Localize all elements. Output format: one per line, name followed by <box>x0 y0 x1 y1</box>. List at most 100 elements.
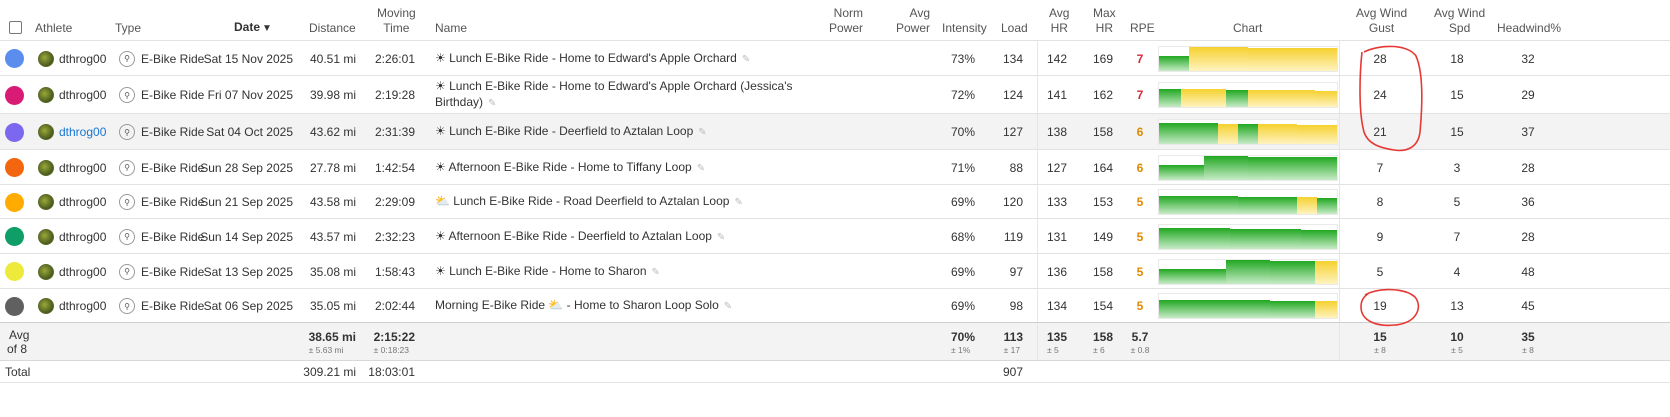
table-row[interactable]: dthrog00 ⚲ E-Bike Ride Sun 28 Sep 2025 27.78… <box>0 149 1670 185</box>
bike-icon: ⚲ <box>119 124 135 140</box>
weather-icon: ☀ <box>435 159 449 174</box>
activity-rpe: 6 <box>1136 160 1144 175</box>
athlete-cell[interactable]: dthrog00 <box>38 114 106 150</box>
athlete-cell[interactable]: dthrog00 <box>38 254 106 289</box>
athlete-name[interactable]: dthrog00 <box>59 88 107 102</box>
edit-pencil-icon[interactable]: ✎ <box>734 197 743 208</box>
header-type[interactable]: Type <box>115 21 142 35</box>
activity-chart[interactable] <box>1158 46 1338 72</box>
activity-chart[interactable] <box>1158 293 1338 319</box>
column-divider <box>1037 254 1038 289</box>
athlete-name[interactable]: dthrog00 <box>59 51 107 66</box>
activity-name-cell[interactable]: Morning E-Bike Ride ⛅ - Home to Sharon L… <box>435 289 795 323</box>
table-row[interactable]: dthrog00 ⚲ E-Bike Ride Fri 07 Nov 2025 39.98… <box>0 75 1670 114</box>
table-row[interactable]: dthrog00 ⚲ E-Bike Ride Sun 14 Sep 2025 43.57… <box>0 218 1670 254</box>
activity-name-cell[interactable]: ☀ Afternoon E-Bike Ride - Deerfield to A… <box>435 219 795 254</box>
header-chart[interactable]: Chart <box>1233 21 1263 35</box>
header-rpe[interactable]: RPE <box>1130 21 1155 35</box>
activity-name[interactable]: ☀ Afternoon E-Bike Ride - Deerfield to A… <box>435 228 725 246</box>
header-avg-wind-gust[interactable]: Avg Wind Gust <box>1356 6 1408 35</box>
table-row[interactable]: dthrog00 ⚲ E-Bike Ride Sat 13 Sep 2025 35.08… <box>0 253 1670 289</box>
activity-name-cell[interactable]: ☀ Lunch E-Bike Ride - Home to Edward's A… <box>435 41 795 76</box>
chart-segment <box>1159 299 1182 318</box>
activity-name[interactable]: ☀ Lunch E-Bike Ride - Deerfield to Aztal… <box>435 123 707 141</box>
avatar <box>38 124 54 140</box>
activity-chart[interactable] <box>1158 119 1338 145</box>
chart-segment <box>1218 123 1239 144</box>
activity-chart[interactable] <box>1158 155 1338 181</box>
activity-name-cell[interactable]: ☀ Lunch E-Bike Ride - Home to Edward's A… <box>435 76 795 114</box>
athlete-name[interactable]: dthrog00 <box>59 195 107 209</box>
chart-segment <box>1159 227 1177 249</box>
table-row[interactable]: dthrog00 ⚲ E-Bike Ride Sat 06 Sep 2025 35.05… <box>0 288 1670 323</box>
chart-segment <box>1225 260 1248 284</box>
activity-title: Morning E-Bike Ride <box>435 298 549 312</box>
activity-type: E-Bike Ride <box>141 88 205 102</box>
header-headwind[interactable]: Headwind% <box>1497 21 1562 35</box>
header-avg-hr[interactable]: Avg HR <box>1049 6 1070 35</box>
header-date[interactable]: Date ▼ <box>234 20 272 36</box>
header-avg-power[interactable]: Avg Power <box>896 6 931 35</box>
header-name[interactable]: Name <box>435 21 468 35</box>
select-all-checkbox[interactable] <box>9 21 22 34</box>
edit-pencil-icon[interactable]: ✎ <box>488 98 497 109</box>
athlete-cell[interactable]: dthrog00 <box>38 289 106 323</box>
athlete-cell[interactable]: dthrog00 <box>38 185 106 219</box>
edit-pencil-icon[interactable]: ✎ <box>723 301 733 312</box>
activity-chart[interactable] <box>1158 259 1338 285</box>
activity-name[interactable]: ☀ Afternoon E-Bike Ride - Home to Tiffan… <box>435 159 705 177</box>
edit-pencil-icon[interactable]: ✎ <box>698 127 707 138</box>
activity-name-cell[interactable]: ☀ Lunch E-Bike Ride - Deerfield to Aztal… <box>435 114 795 150</box>
activity-wind-spd: 5 <box>1453 195 1461 209</box>
activity-name[interactable]: ☀ Lunch E-Bike Ride - Home to Edward's A… <box>435 78 793 112</box>
activity-name[interactable]: Morning E-Bike Ride ⛅ - Home to Sharon L… <box>435 297 732 315</box>
table-row[interactable]: dthrog00 ⚲ E-Bike Ride Sat 04 Oct 2025 43.62… <box>0 113 1670 150</box>
edit-pencil-icon[interactable]: ✎ <box>651 266 660 278</box>
chart-segment <box>1257 124 1278 144</box>
activity-chart[interactable] <box>1158 189 1338 215</box>
header-load[interactable]: Load <box>1001 21 1028 35</box>
athlete-name[interactable]: dthrog00 <box>59 125 107 139</box>
activity-max-hr: 164 <box>1092 160 1113 175</box>
chart-segment <box>1292 90 1315 107</box>
activity-chart[interactable] <box>1158 82 1338 108</box>
activity-name-cell[interactable]: ⛅ Lunch E-Bike Ride - Road Deerfield to … <box>435 185 795 219</box>
avg-max-hr-value: 158 <box>1092 329 1113 344</box>
header-athlete[interactable]: Athlete <box>35 21 73 35</box>
chart-segment <box>1159 268 1182 284</box>
avg-max-hr-wrap: 158 ± 6 <box>1093 330 1113 355</box>
activity-headwind: 32 <box>1521 51 1535 66</box>
table-row[interactable]: dthrog00 ⚲ E-Bike Ride Sat 15 Nov 2025 40.51… <box>0 40 1670 76</box>
table-row[interactable]: dthrog00 ⚲ E-Bike Ride Sun 21 Sep 2025 43.58… <box>0 184 1670 219</box>
header-intensity[interactable]: Intensity <box>942 21 987 35</box>
activity-rpe: 6 <box>1136 125 1144 139</box>
activity-name-cell[interactable]: ☀ Lunch E-Bike Ride - Home to Sharon ✎ <box>435 254 795 289</box>
header-distance[interactable]: Distance <box>309 21 356 35</box>
athlete-name[interactable]: dthrog00 <box>59 264 107 279</box>
activity-headwind: 29 <box>1521 88 1535 102</box>
header-norm-power[interactable]: Norm Power <box>829 6 864 35</box>
athlete-name[interactable]: dthrog00 <box>59 229 107 244</box>
edit-pencil-icon[interactable]: ✎ <box>741 53 751 65</box>
avg-wind-spd: 10 ± 5 <box>1432 323 1482 361</box>
chart-segment <box>1198 196 1219 214</box>
header-moving-time[interactable]: Moving Time <box>377 6 416 35</box>
athlete-name[interactable]: dthrog00 <box>59 299 107 313</box>
activity-color-dot <box>5 192 24 212</box>
activity-name-cell[interactable]: ☀ Afternoon E-Bike Ride - Home to Tiffan… <box>435 150 795 185</box>
athlete-cell[interactable]: dthrog00 <box>38 219 106 254</box>
header-max-hr[interactable]: Max HR <box>1093 6 1116 35</box>
athlete-cell[interactable]: dthrog00 <box>38 150 106 185</box>
column-divider <box>1339 254 1340 289</box>
header-avg-wind-spd[interactable]: Avg Wind Spd <box>1434 6 1486 35</box>
activity-name[interactable]: ☀ Lunch E-Bike Ride - Home to Sharon ✎ <box>435 263 660 281</box>
edit-pencil-icon[interactable]: ✎ <box>696 162 706 174</box>
athlete-cell[interactable]: dthrog00 <box>38 41 106 76</box>
activity-name[interactable]: ☀ Lunch E-Bike Ride - Home to Edward's A… <box>435 50 750 68</box>
activity-name[interactable]: ⛅ Lunch E-Bike Ride - Road Deerfield to … <box>435 193 743 211</box>
athlete-name[interactable]: dthrog00 <box>59 160 107 175</box>
activity-chart[interactable] <box>1158 224 1338 250</box>
athlete-cell[interactable]: dthrog00 <box>38 76 106 114</box>
edit-pencil-icon[interactable]: ✎ <box>716 231 726 243</box>
avg-distance: 38.65 mi ± 5.63 mi <box>309 323 356 361</box>
